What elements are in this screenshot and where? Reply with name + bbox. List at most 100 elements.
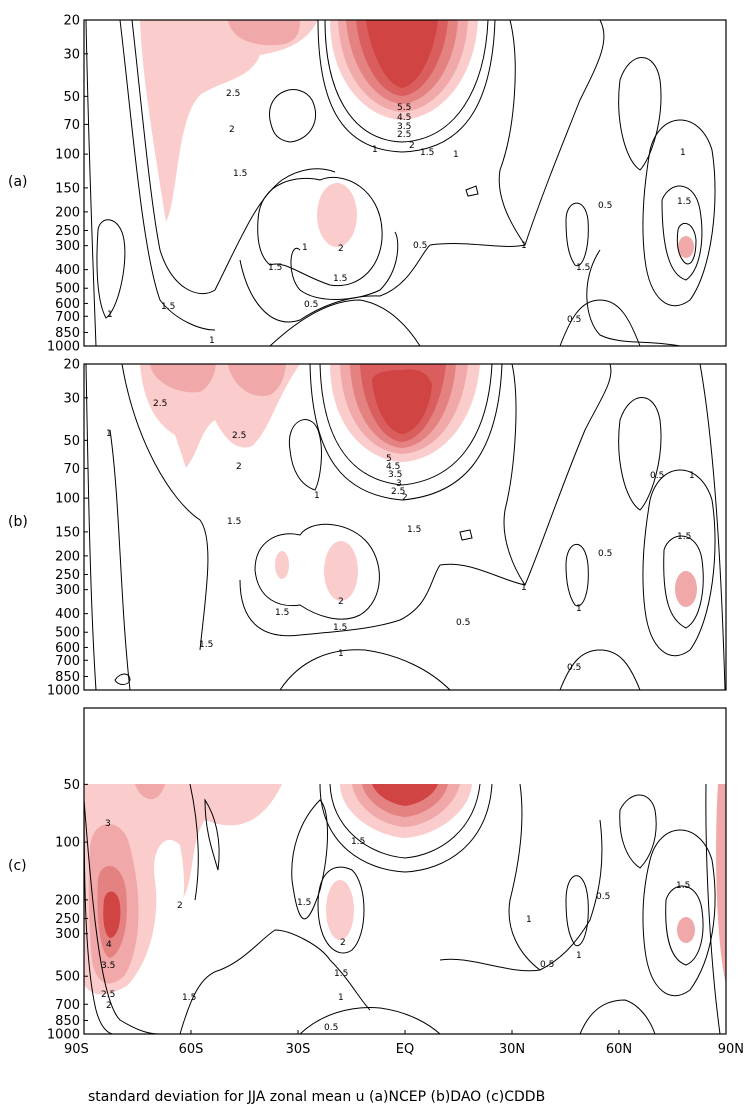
clabel-a-2: 1.5	[233, 169, 247, 179]
y-tick-label-a-9: 400	[55, 263, 80, 278]
y-tick-label-a-13: 850	[55, 326, 80, 341]
clabel-a-7: 2.5	[397, 130, 411, 140]
contour-a-13	[498, 19, 526, 246]
clabel-a-23: 1.5	[677, 197, 691, 207]
clabel-b-1: 2.5	[232, 431, 246, 441]
panel-b-contours	[85, 363, 726, 691]
clabel-b-25: 1	[689, 471, 695, 481]
y-tick-label-a-14: 1000	[47, 340, 80, 355]
panel-b-label: (b)	[8, 514, 28, 530]
panel-a: 2.5 2 1.5 1 5.5 4.5 3.5 2.5 2 1.5 1 0.5 …	[8, 14, 727, 355]
x-tick-label-4: 30N	[499, 1042, 525, 1057]
contour-c-16	[665, 885, 704, 966]
clabel-c-11: 0.5	[324, 1023, 338, 1033]
y-tick-label-b-14: 1000	[47, 684, 80, 699]
clabel-a-20: 0.5	[598, 201, 612, 211]
contour-c-2	[83, 799, 161, 1035]
clabel-b-3: 1	[106, 429, 112, 439]
contour-a-6	[317, 19, 496, 153]
clabel-b-23: 1.5	[677, 532, 691, 542]
contour-b-17	[699, 363, 726, 691]
contour-a-1	[85, 19, 97, 347]
shade-c-sub	[326, 880, 354, 940]
y-tick-label-a-11: 600	[55, 297, 80, 312]
shade-a-jet-5	[366, 20, 438, 88]
y-tick-label-c-8: 1000	[47, 1028, 80, 1043]
clabel-a-6: 3.5	[397, 122, 411, 132]
shade-c-np	[677, 917, 695, 943]
panel-a-contours	[85, 19, 716, 347]
clabel-a-9: 1.5	[420, 148, 434, 158]
contour-b-8	[239, 564, 441, 637]
y-tick-label-a-6: 200	[55, 205, 80, 220]
panel-c-label: (c)	[8, 858, 27, 874]
clabel-c-9: 1.5	[334, 969, 348, 979]
y-tick-label-b-8: 300	[55, 583, 80, 598]
clabel-b-7: 3.5	[388, 470, 402, 480]
contour-b-1	[85, 363, 97, 691]
contour-a-8	[257, 176, 383, 287]
clabel-a-14: 1.5	[333, 274, 347, 284]
clabel-c-0: 3	[105, 819, 111, 829]
clabel-b-19: 0.5	[598, 549, 612, 559]
clabel-a-4: 5.5	[397, 103, 411, 113]
panel-c-frame	[83, 707, 727, 1035]
shade-b-sub-1	[324, 541, 358, 601]
panel-c-shading	[84, 784, 726, 995]
panel-b-shading	[140, 364, 697, 607]
clabel-b-0: 2.5	[153, 399, 167, 409]
shade-c-jet-4	[372, 784, 438, 806]
clabel-c-3: 2.5	[101, 990, 115, 1000]
contour-a-17	[661, 185, 703, 281]
y-tick-label-c-6: 700	[55, 998, 80, 1013]
clabel-a-0: 2.5	[226, 89, 240, 99]
clabel-b-21: 1	[576, 604, 582, 614]
clabel-c-10: 1	[338, 993, 344, 1003]
y-tick-label-c-1: 100	[55, 836, 80, 851]
y-tick-label-c-2: 200	[55, 893, 80, 908]
clabel-b-15: 1	[314, 491, 320, 501]
y-tick-label-a-0: 20	[63, 14, 80, 29]
shade-c-sh-5	[135, 784, 165, 800]
figure-caption: standard deviation for JJA zonal mean u …	[88, 1089, 545, 1105]
y-tick-label-b-9: 400	[55, 607, 80, 622]
panel-c: 3 4 3.5 2.5 2 2 1.5 1.5 2 1.5 1 0.5 1.5 …	[8, 707, 744, 1057]
contour-a-16	[642, 119, 716, 307]
contour-b-19	[114, 673, 131, 685]
contour-a-3	[96, 219, 126, 319]
y-tick-label-c-4: 300	[55, 927, 80, 942]
contour-b-14	[642, 469, 716, 657]
shade-a-sub	[317, 183, 357, 247]
contour-c-7	[317, 866, 365, 954]
contour-c-5	[204, 798, 220, 871]
clabel-a-19: 1	[209, 336, 215, 346]
clabel-b-8: 3	[396, 479, 402, 489]
clabel-b-2: 2	[236, 462, 242, 472]
clabel-c-5: 2	[177, 901, 183, 911]
y-tick-label-b-12: 700	[55, 654, 80, 669]
contour-a-14	[565, 202, 589, 267]
contour-a-19	[618, 57, 662, 171]
clabel-a-3: 1	[372, 145, 378, 155]
contour-a-2	[119, 19, 216, 331]
clabel-c-12: 1.5	[351, 837, 365, 847]
panel-a-shading	[140, 20, 694, 258]
contour-a-20	[586, 249, 681, 347]
clabel-c-16: 0.5	[596, 892, 610, 902]
shade-a-sh-2	[228, 20, 300, 46]
y-tick-label-a-8: 300	[55, 239, 80, 254]
contour-a-5	[324, 19, 489, 143]
clabel-b-4: 1.5	[227, 517, 241, 527]
clabel-a-21: 0.5	[567, 315, 581, 325]
clabel-b-16: 1	[338, 649, 344, 659]
contour-a-11	[269, 299, 421, 347]
y-tick-label-a-5: 150	[55, 181, 80, 196]
clabel-b-6: 4.5	[386, 462, 400, 472]
clabel-b-11: 1.5	[407, 525, 421, 535]
shade-b-sh-3	[228, 364, 286, 396]
contour-a-4	[131, 19, 336, 295]
clabel-b-12: 1.5	[275, 608, 289, 618]
clabel-a-10: 1	[453, 150, 459, 160]
